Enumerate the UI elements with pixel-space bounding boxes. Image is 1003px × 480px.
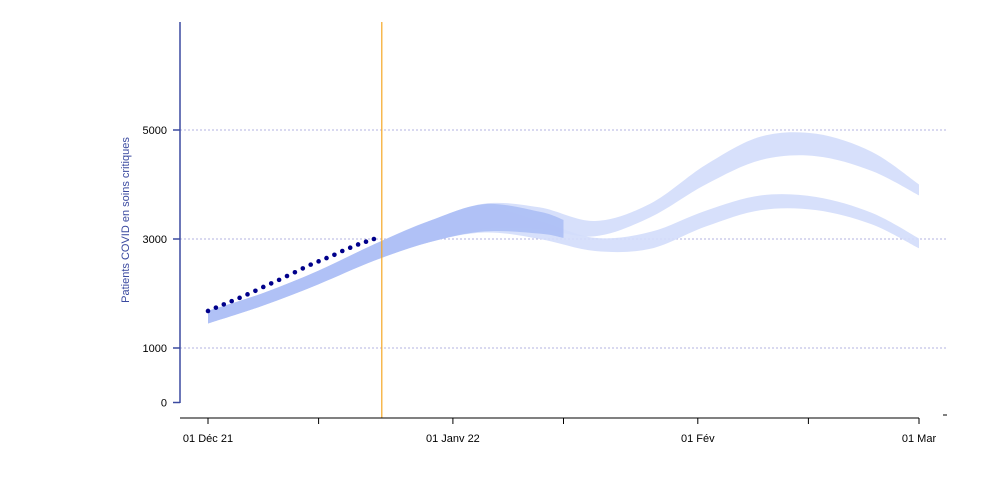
observed-point xyxy=(213,305,219,310)
observed-point xyxy=(308,262,314,267)
observed-point xyxy=(355,242,361,247)
observed-point xyxy=(371,236,377,242)
observed-point xyxy=(237,295,242,301)
y-axis-label: Patients COVID en soins critiques xyxy=(120,137,132,303)
forecast-band-3 xyxy=(208,203,564,324)
observed-point xyxy=(261,284,266,290)
observed-point xyxy=(221,302,227,307)
x-tick-label: 01 Fév xyxy=(681,433,715,445)
x-tick-label: 01 Mar xyxy=(902,433,937,445)
observed-point xyxy=(363,239,369,245)
x-tick-label: 01 Déc 21 xyxy=(183,433,233,445)
observed-point xyxy=(340,248,345,254)
observed-points xyxy=(205,236,377,314)
y-tick-label: 5000 xyxy=(143,125,167,137)
observed-point xyxy=(316,259,321,264)
observed-point xyxy=(245,292,250,297)
observed-point xyxy=(332,252,337,258)
forecast-bands xyxy=(208,132,919,324)
observed-point xyxy=(324,255,329,261)
observed-point xyxy=(205,308,211,314)
observed-point xyxy=(284,273,290,279)
observed-point xyxy=(253,288,258,294)
axes: 0 1000 3000 5000 01 Déc 21 01 Janv 22 01 Fév 01… xyxy=(143,22,947,445)
y-tick-label: 1000 xyxy=(143,343,167,355)
observed-point xyxy=(292,269,298,275)
forecast-band-2 xyxy=(208,194,919,324)
observed-point xyxy=(347,245,353,251)
y-tick-label: 3000 xyxy=(143,234,167,246)
x-tick-label: 01 Janv 22 xyxy=(426,433,480,445)
observed-point xyxy=(300,266,306,271)
observed-point xyxy=(276,277,282,283)
observed-point xyxy=(268,281,274,286)
observed-point xyxy=(229,298,234,304)
y-tick-label: 0 xyxy=(161,398,167,410)
